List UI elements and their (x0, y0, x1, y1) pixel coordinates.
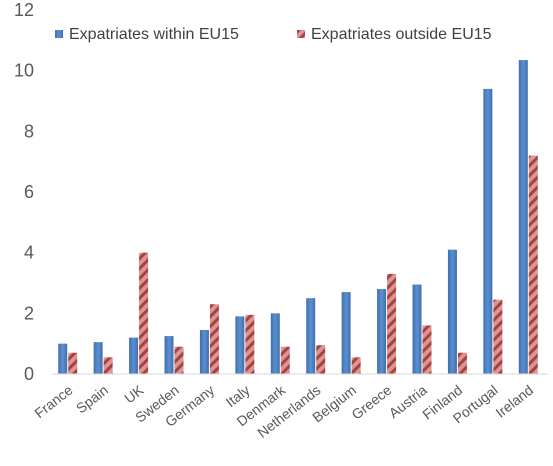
bar-within-eu15 (377, 289, 387, 374)
bar-within-eu15 (447, 249, 457, 374)
bar-within-eu15 (341, 292, 351, 374)
legend-swatch-series-2 (297, 30, 305, 38)
legend-item-series-2: Expatriates outside EU15 (297, 26, 492, 43)
x-tick-label: Spain (73, 382, 111, 417)
y-tick-label: 8 (24, 121, 34, 141)
legend-label-series-2: Expatriates outside EU15 (311, 26, 492, 43)
bar-outside-eu15 (68, 352, 78, 374)
x-tick-label: France (31, 382, 75, 422)
bar-outside-eu15 (351, 357, 361, 374)
bar-outside-eu15 (457, 352, 467, 374)
bar-outside-eu15 (528, 155, 538, 374)
bar-within-eu15 (306, 298, 316, 374)
bar-outside-eu15 (209, 304, 219, 374)
legend: Expatriates within EU15 Expatriates outs… (55, 26, 492, 43)
bars-group (58, 60, 538, 375)
y-tick-label: 12 (14, 0, 34, 20)
bar-outside-eu15 (174, 346, 184, 374)
legend-item-series-1: Expatriates within EU15 (55, 26, 239, 43)
legend-swatch-series-1 (55, 30, 63, 38)
bar-within-eu15 (93, 342, 103, 374)
bar-within-eu15 (199, 330, 209, 374)
bar-outside-eu15 (245, 314, 255, 374)
bar-outside-eu15 (493, 299, 503, 374)
bar-within-eu15 (270, 313, 280, 374)
y-tick-label: 2 (24, 303, 34, 323)
legend-label-series-1: Expatriates within EU15 (69, 26, 239, 43)
bar-within-eu15 (483, 88, 493, 374)
bar-within-eu15 (58, 343, 68, 374)
y-axis: 0 2 4 6 8 10 12 (14, 0, 34, 384)
x-tick-label: UK (121, 381, 147, 406)
bar-outside-eu15 (139, 252, 149, 374)
bar-outside-eu15 (316, 345, 326, 374)
bar-within-eu15 (129, 337, 139, 374)
bar-within-eu15 (412, 284, 422, 374)
bar-within-eu15 (164, 336, 174, 374)
y-tick-label: 10 (14, 61, 34, 81)
x-tick-label: Greece (348, 382, 394, 423)
y-tick-label: 4 (24, 243, 34, 263)
y-tick-label: 0 (24, 364, 34, 384)
bar-outside-eu15 (387, 273, 397, 374)
bar-within-eu15 (235, 316, 245, 374)
x-tick-label: Ireland (493, 382, 537, 421)
bar-outside-eu15 (103, 357, 113, 374)
bar-outside-eu15 (280, 346, 290, 374)
bar-within-eu15 (518, 60, 528, 375)
bar-outside-eu15 (422, 325, 432, 374)
y-tick-label: 6 (24, 182, 34, 202)
